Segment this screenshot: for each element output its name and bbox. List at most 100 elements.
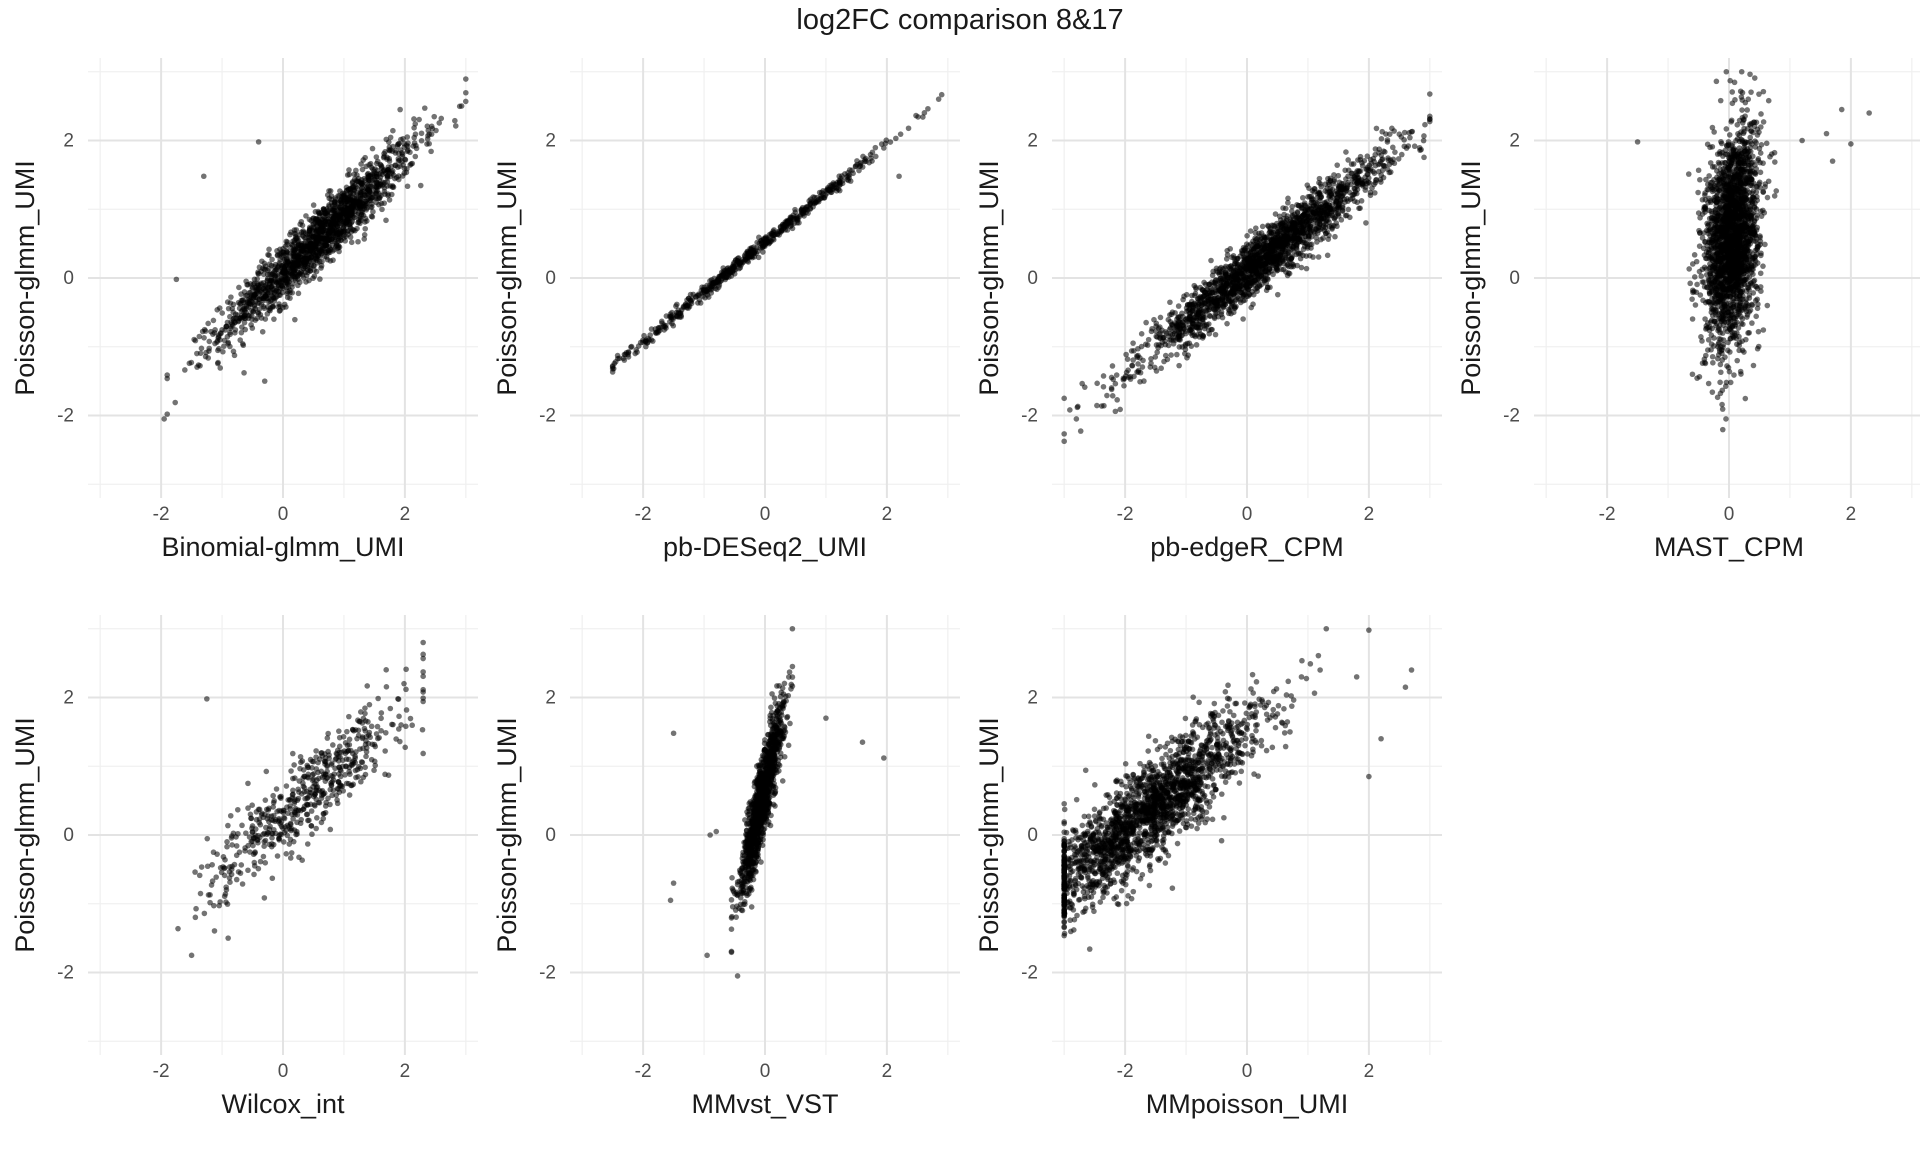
data-point	[269, 256, 275, 263]
data-point	[394, 141, 401, 148]
data-point	[1280, 232, 1287, 238]
data-point	[1243, 241, 1250, 247]
data-point	[1364, 166, 1370, 173]
data-point	[1317, 191, 1324, 198]
data-point	[1315, 254, 1322, 260]
data-point	[344, 172, 351, 178]
data-point	[1316, 175, 1323, 182]
data-point	[198, 345, 205, 352]
data-point	[1278, 256, 1285, 263]
data-point	[801, 213, 807, 219]
data-point	[205, 355, 212, 361]
data-point	[368, 213, 375, 220]
data-point	[1332, 233, 1338, 240]
data-point	[362, 215, 369, 222]
data-point	[1380, 148, 1387, 155]
data-point	[1288, 218, 1294, 224]
data-point	[1244, 232, 1250, 239]
data-point	[395, 155, 402, 162]
data-point	[808, 199, 814, 205]
data-point	[1318, 236, 1324, 243]
data-point	[303, 213, 309, 219]
data-point	[1695, 167, 1702, 174]
data-point	[252, 298, 259, 305]
data-point	[217, 365, 224, 371]
data-point	[1755, 343, 1762, 350]
data-point	[1695, 189, 1701, 196]
data-point	[1122, 373, 1129, 379]
data-point	[1100, 383, 1107, 390]
data-point	[1212, 331, 1219, 338]
data-point	[201, 335, 207, 341]
data-point	[869, 149, 876, 156]
data-point	[1401, 129, 1408, 136]
data-point	[369, 180, 375, 187]
x-axis-title: pb-DESeq2_UMI	[663, 532, 867, 562]
data-point	[205, 320, 211, 327]
data-point	[1298, 264, 1305, 271]
data-point	[1221, 289, 1228, 295]
x-axis-title: pb-edgeR_CPM	[1150, 532, 1344, 562]
data-point	[1192, 333, 1198, 340]
data-point	[642, 338, 649, 344]
data-point	[346, 167, 352, 173]
data-point	[418, 130, 425, 137]
data-point	[674, 301, 680, 308]
data-point	[436, 120, 443, 126]
data-point	[452, 123, 459, 129]
data-point	[259, 328, 266, 335]
data-point	[609, 369, 616, 375]
data-point	[383, 217, 389, 224]
data-point	[1224, 252, 1231, 258]
data-point	[1693, 258, 1700, 265]
data-point	[164, 411, 171, 417]
data-point	[284, 239, 291, 245]
data-point	[1373, 125, 1380, 132]
data-point	[295, 276, 301, 283]
data-point	[373, 195, 379, 202]
data-point	[356, 219, 362, 225]
x-tick-label: 0	[1242, 504, 1253, 525]
data-point	[239, 324, 245, 330]
data-point	[359, 166, 366, 173]
data-point	[1101, 402, 1107, 409]
data-point	[173, 276, 180, 283]
data-point	[1356, 168, 1362, 174]
data-point	[281, 257, 287, 263]
data-point	[1299, 213, 1306, 219]
data-point	[330, 222, 337, 229]
data-point	[239, 341, 246, 347]
data-point	[238, 329, 245, 336]
data-point	[301, 243, 307, 250]
data-point	[1357, 205, 1363, 211]
data-point	[417, 182, 424, 189]
data-point	[212, 327, 218, 333]
data-point	[1233, 303, 1239, 310]
data-point	[1208, 257, 1214, 264]
data-point	[1357, 156, 1364, 163]
data-point	[1282, 205, 1289, 212]
data-point	[348, 239, 355, 246]
data-point	[1738, 68, 1745, 75]
data-point	[1339, 203, 1346, 209]
data-point	[1192, 290, 1199, 297]
data-point	[1370, 168, 1377, 175]
data-point	[1739, 97, 1746, 103]
data-point	[293, 227, 300, 233]
data-point	[1199, 286, 1205, 293]
data-point	[784, 218, 791, 225]
data-point	[1081, 384, 1088, 390]
data-point	[794, 217, 801, 223]
data-point	[1196, 309, 1202, 315]
data-point	[1243, 261, 1250, 267]
data-point	[192, 337, 199, 344]
data-point	[614, 352, 621, 359]
data-point	[852, 163, 859, 169]
data-point	[1261, 261, 1267, 267]
data-point	[1286, 236, 1292, 242]
data-point	[362, 154, 368, 161]
data-point	[329, 227, 336, 234]
data-point	[1262, 236, 1268, 243]
data-point	[1232, 285, 1239, 291]
data-point	[298, 269, 304, 275]
